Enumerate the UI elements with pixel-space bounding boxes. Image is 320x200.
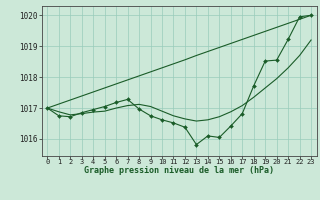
X-axis label: Graphe pression niveau de la mer (hPa): Graphe pression niveau de la mer (hPa) — [84, 166, 274, 175]
